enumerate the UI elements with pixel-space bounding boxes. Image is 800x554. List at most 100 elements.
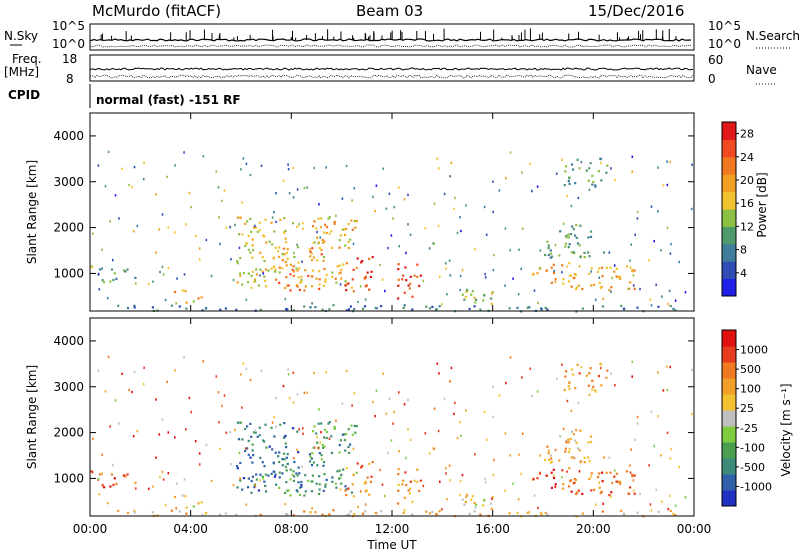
echo-cell <box>561 469 564 472</box>
echo-cell <box>254 484 257 487</box>
echo-cell <box>567 485 571 488</box>
echo-cell <box>403 509 406 512</box>
echo-cell <box>328 437 331 440</box>
echo-cell <box>448 464 451 467</box>
echo-cell <box>583 256 586 259</box>
echo-cell <box>310 457 313 460</box>
echo-cell <box>432 447 435 450</box>
colorbar-segment <box>722 139 736 158</box>
echo-cell <box>263 235 266 238</box>
echo-cell <box>504 432 507 435</box>
echo-cell <box>295 284 298 287</box>
echo-cell <box>565 236 568 239</box>
echo-cell <box>234 223 236 227</box>
echo-cell <box>589 162 592 165</box>
echo-cell <box>316 441 319 444</box>
echo-cell <box>585 374 588 377</box>
echo-cell <box>405 484 408 487</box>
freq-line <box>89 67 694 71</box>
echo-cell <box>343 228 346 231</box>
echo-cell <box>633 492 636 495</box>
freq-tick-high: 18 <box>62 52 77 66</box>
echo-cell <box>594 185 597 188</box>
echo-cell <box>292 470 295 473</box>
echo-cell <box>402 306 405 309</box>
echo-cell <box>309 306 312 309</box>
echo-cell <box>289 468 292 471</box>
echo-cell <box>257 489 260 492</box>
echo-cell <box>339 283 342 286</box>
echo-cell <box>597 375 600 378</box>
echo-cell <box>236 260 239 263</box>
echo-cell <box>254 429 256 433</box>
echo-cell <box>316 236 319 239</box>
echo-cell <box>418 489 421 492</box>
echo-cell <box>318 247 321 250</box>
echo-cell <box>600 384 603 387</box>
echo-cell <box>198 452 201 455</box>
echo-cell <box>331 271 334 274</box>
echo-cell <box>242 477 245 480</box>
echo-cell <box>409 480 412 483</box>
echo-cell <box>259 456 262 459</box>
echo-cell <box>351 404 353 407</box>
echo-cell <box>408 492 411 495</box>
echo-cell <box>574 182 577 185</box>
echo-cell <box>242 157 245 160</box>
echo-cell <box>411 500 414 503</box>
echo-cell <box>349 443 352 446</box>
echo-cell <box>424 432 427 435</box>
echo-cell <box>579 429 582 432</box>
echo-cell <box>460 229 462 233</box>
echo-cell <box>282 247 286 250</box>
echo-cell <box>344 449 347 452</box>
echo-cell <box>561 271 563 274</box>
echo-cell <box>666 365 668 368</box>
echo-cell <box>398 450 400 453</box>
freq-label: Freq. <box>12 52 42 66</box>
echo-cell <box>275 278 278 281</box>
echo-cell <box>405 251 407 255</box>
echo-cell <box>601 305 604 308</box>
echo-cell <box>571 430 574 433</box>
echo-cell <box>313 166 315 170</box>
echo-cell <box>244 449 247 453</box>
echo-cell <box>401 483 404 486</box>
echo-cell <box>398 186 400 189</box>
echo-cell <box>456 436 459 440</box>
echo-cell <box>562 222 565 225</box>
echo-cell <box>610 290 612 293</box>
echo-cell <box>550 457 553 460</box>
echo-cell <box>374 511 377 515</box>
echo-cell <box>364 503 367 506</box>
echo-cell <box>110 268 114 271</box>
echo-cell <box>445 472 447 475</box>
echo-cell <box>629 281 632 284</box>
echo-cell <box>576 363 579 366</box>
echo-cell <box>375 389 378 392</box>
echo-cell <box>281 472 284 475</box>
echo-cell <box>567 451 570 454</box>
echo-cell <box>489 502 493 505</box>
echo-cell <box>588 272 591 275</box>
echo-cell <box>567 233 570 236</box>
echo-cell <box>272 265 275 268</box>
echo-cell <box>283 253 286 256</box>
echo-cell <box>397 278 400 281</box>
colorbar-tick-label: -1000 <box>740 480 772 493</box>
echo-cell <box>107 355 110 359</box>
echo-cell <box>466 493 468 497</box>
echo-cell <box>428 512 432 515</box>
echo-cell <box>549 454 552 457</box>
echo-cell <box>246 447 249 450</box>
echo-cell <box>265 490 268 493</box>
echo-cell <box>323 231 326 234</box>
echo-cell <box>618 275 622 278</box>
echo-cell <box>98 268 102 271</box>
y-tick-label: 1000 <box>53 266 84 280</box>
echo-cell <box>558 254 561 257</box>
echo-cell <box>579 256 582 259</box>
echo-cell <box>109 485 112 488</box>
echo-cell <box>350 424 353 427</box>
echo-cell <box>185 223 187 226</box>
